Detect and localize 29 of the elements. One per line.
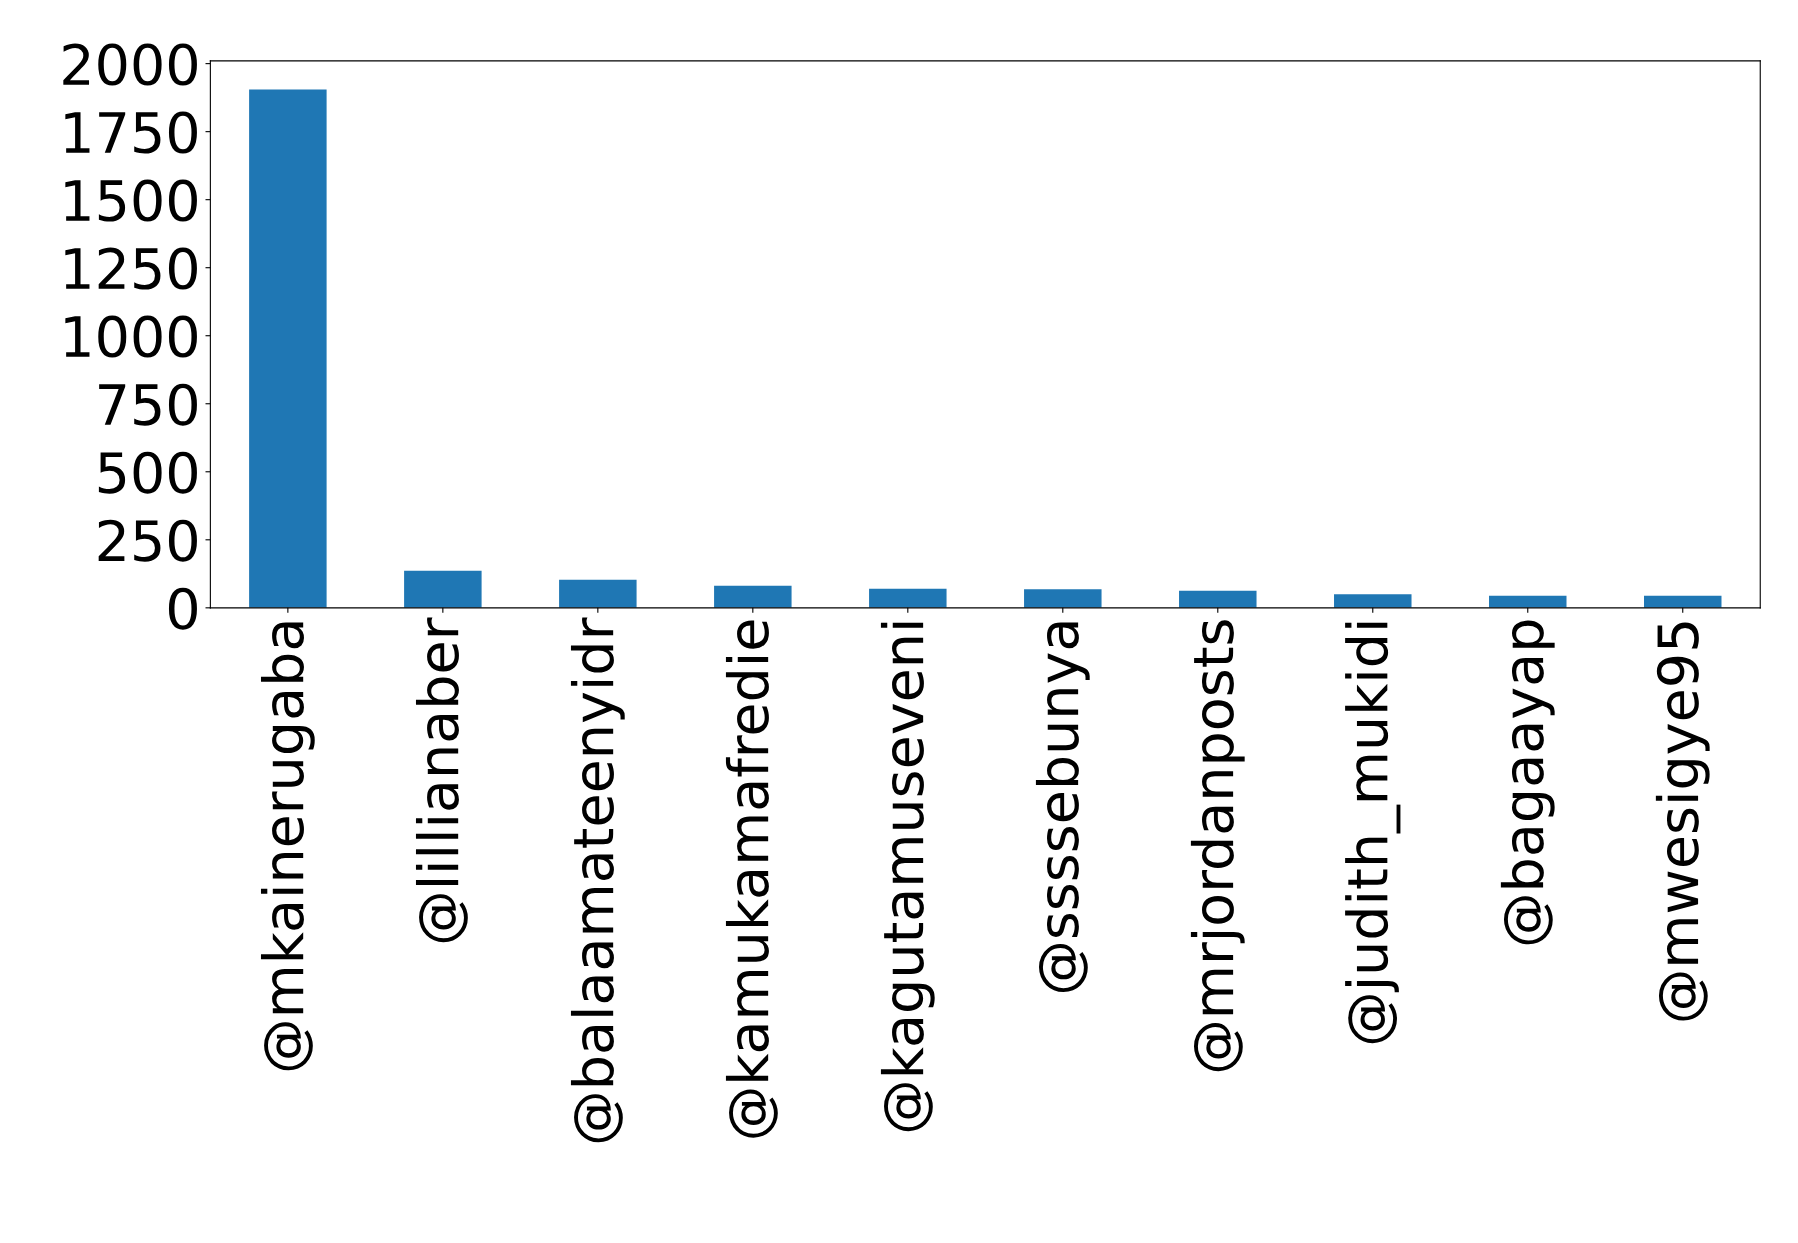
bar xyxy=(1489,595,1567,608)
bar xyxy=(869,588,947,608)
bar xyxy=(714,585,792,608)
x-tick-label: @lillianaber xyxy=(415,617,468,943)
y-tick-label: 500 xyxy=(98,451,197,494)
bar xyxy=(1334,594,1412,608)
x-tick-label: @ssssebunya xyxy=(1035,622,1090,992)
y-tick-label: 1500 xyxy=(65,179,197,222)
y-tick-label: 1750 xyxy=(65,111,197,154)
bar xyxy=(1024,589,1102,608)
x-tick-label: @kagutamuseveni xyxy=(880,622,935,1132)
x-tick-label: @mrjordanposts xyxy=(1190,620,1245,1072)
bar xyxy=(249,89,327,608)
y-tick-label: 0 xyxy=(168,587,197,630)
x-tick-label: @bagaayap xyxy=(1500,620,1555,945)
x-tick-label: @mwesigye95 xyxy=(1655,622,1710,1021)
bar xyxy=(404,570,482,608)
bar xyxy=(559,579,637,608)
y-tick-label: 2000 xyxy=(63,43,197,86)
x-tick-label: @judith_mukidi xyxy=(1345,622,1401,1044)
y-tick-label: 1000 xyxy=(65,315,197,358)
bar xyxy=(1179,590,1257,608)
y-tick-label: 750 xyxy=(99,383,197,426)
y-tick-label: 250 xyxy=(98,519,197,562)
x-tick-label: @kamukamafredie xyxy=(725,620,778,1138)
y-tick-label: 1250 xyxy=(65,247,197,290)
x-tick-label: @balaamateenyidr xyxy=(570,617,625,1143)
x-tick-label: @mkainerugaba xyxy=(260,622,315,1071)
bar xyxy=(1644,595,1722,608)
